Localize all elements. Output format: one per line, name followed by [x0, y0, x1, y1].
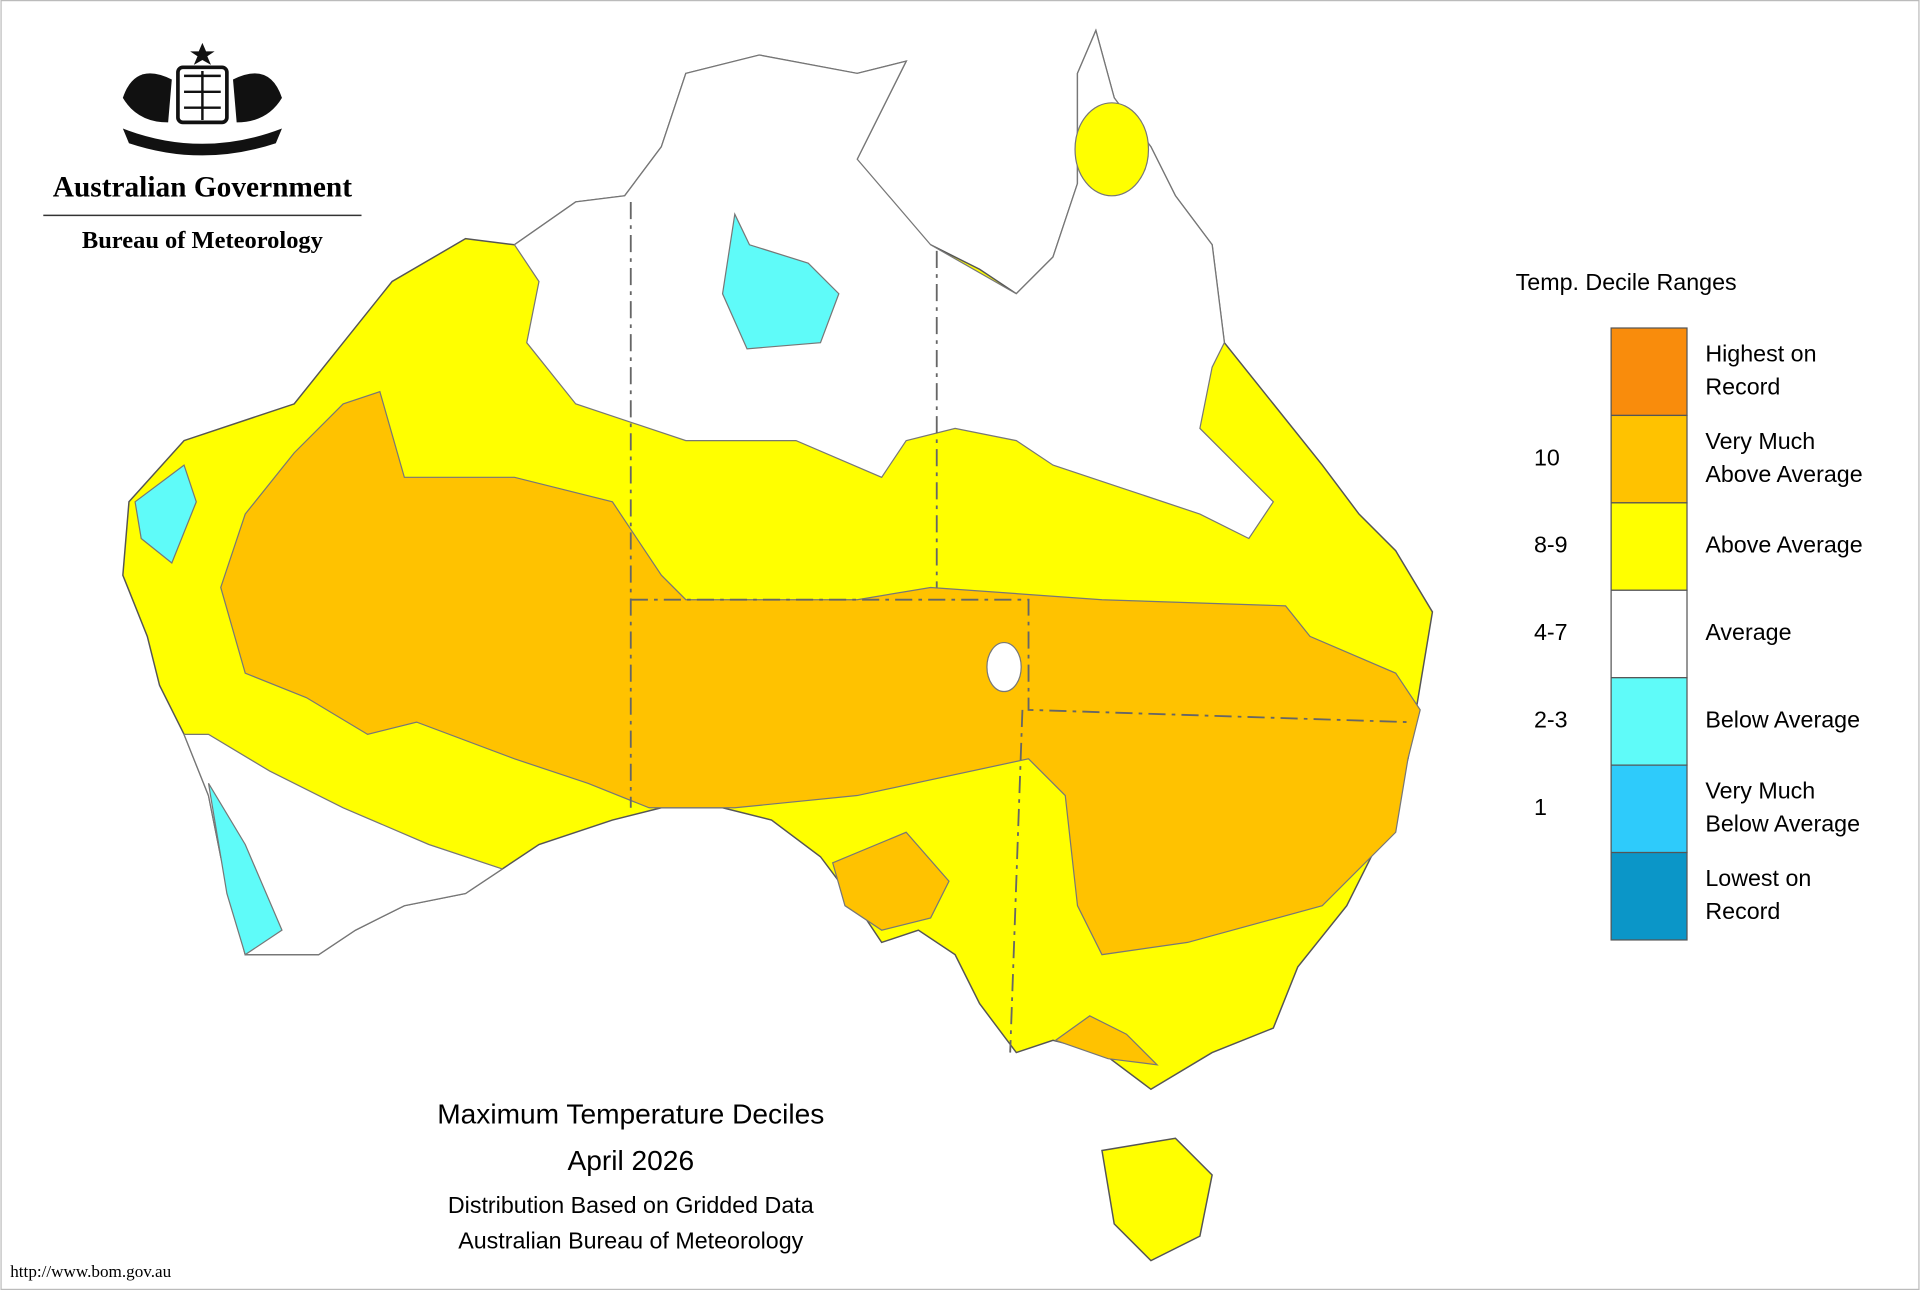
legend-title: Temp. Decile Ranges: [1516, 269, 1737, 295]
decile-label: 1: [1534, 794, 1547, 820]
legend-swatch: [1610, 414, 1688, 504]
below-southwest: [207, 782, 283, 956]
tasmania: [1101, 1137, 1213, 1262]
legend-swatch: [1610, 851, 1688, 941]
very-much-above-central: [220, 390, 1421, 956]
legend-swatch: [1610, 764, 1688, 854]
legend-label: Above Average: [1705, 532, 1862, 558]
average-lake: [986, 641, 1022, 693]
legend-label: Below Average: [1705, 707, 1860, 733]
legend-label: Record: [1705, 898, 1780, 924]
australia-map: [122, 28, 1434, 1262]
legend-label: Below Average: [1705, 810, 1860, 836]
legend-label: Very Much: [1705, 428, 1815, 454]
very-much-above-victoria: [1054, 1015, 1159, 1066]
map-subtitle: Distribution Based on Gridded Data: [448, 1192, 814, 1218]
legend-swatch: [1610, 589, 1688, 679]
legend-label: Very Much: [1705, 777, 1815, 803]
org-name: Australian Government: [53, 171, 353, 203]
above-cape-york: [1074, 102, 1150, 197]
legend-swatch: [1610, 502, 1688, 591]
legend-label: Highest on: [1705, 340, 1816, 366]
legend-label: Lowest on: [1705, 865, 1811, 891]
very-much-above-gulf: [831, 831, 950, 931]
map-period: April 2026: [567, 1145, 694, 1176]
legend-label: Average: [1705, 619, 1791, 645]
legend-swatch: [1610, 677, 1688, 766]
legend-label: Record: [1705, 373, 1780, 399]
legend: Highest on Record Very Much Above Average 10…: [1534, 327, 1863, 941]
decile-label: 4-7: [1534, 619, 1568, 645]
decile-label: 10: [1534, 444, 1560, 470]
coat-of-arms: [122, 42, 282, 156]
state-border: [629, 201, 1408, 1053]
agency-name: Bureau of Meteorology: [82, 227, 323, 254]
map-source: Australian Bureau of Meteorology: [458, 1227, 803, 1253]
legend-swatch: [1610, 327, 1688, 417]
below-west: [134, 464, 197, 564]
decile-label: 8-9: [1534, 532, 1568, 558]
decile-label: 2-3: [1534, 707, 1568, 733]
below-north: [721, 212, 840, 350]
url: http://www.bom.gov.au: [10, 1262, 171, 1281]
legend-label: Above Average: [1705, 461, 1862, 487]
map-title: Maximum Temperature Deciles: [437, 1099, 824, 1130]
